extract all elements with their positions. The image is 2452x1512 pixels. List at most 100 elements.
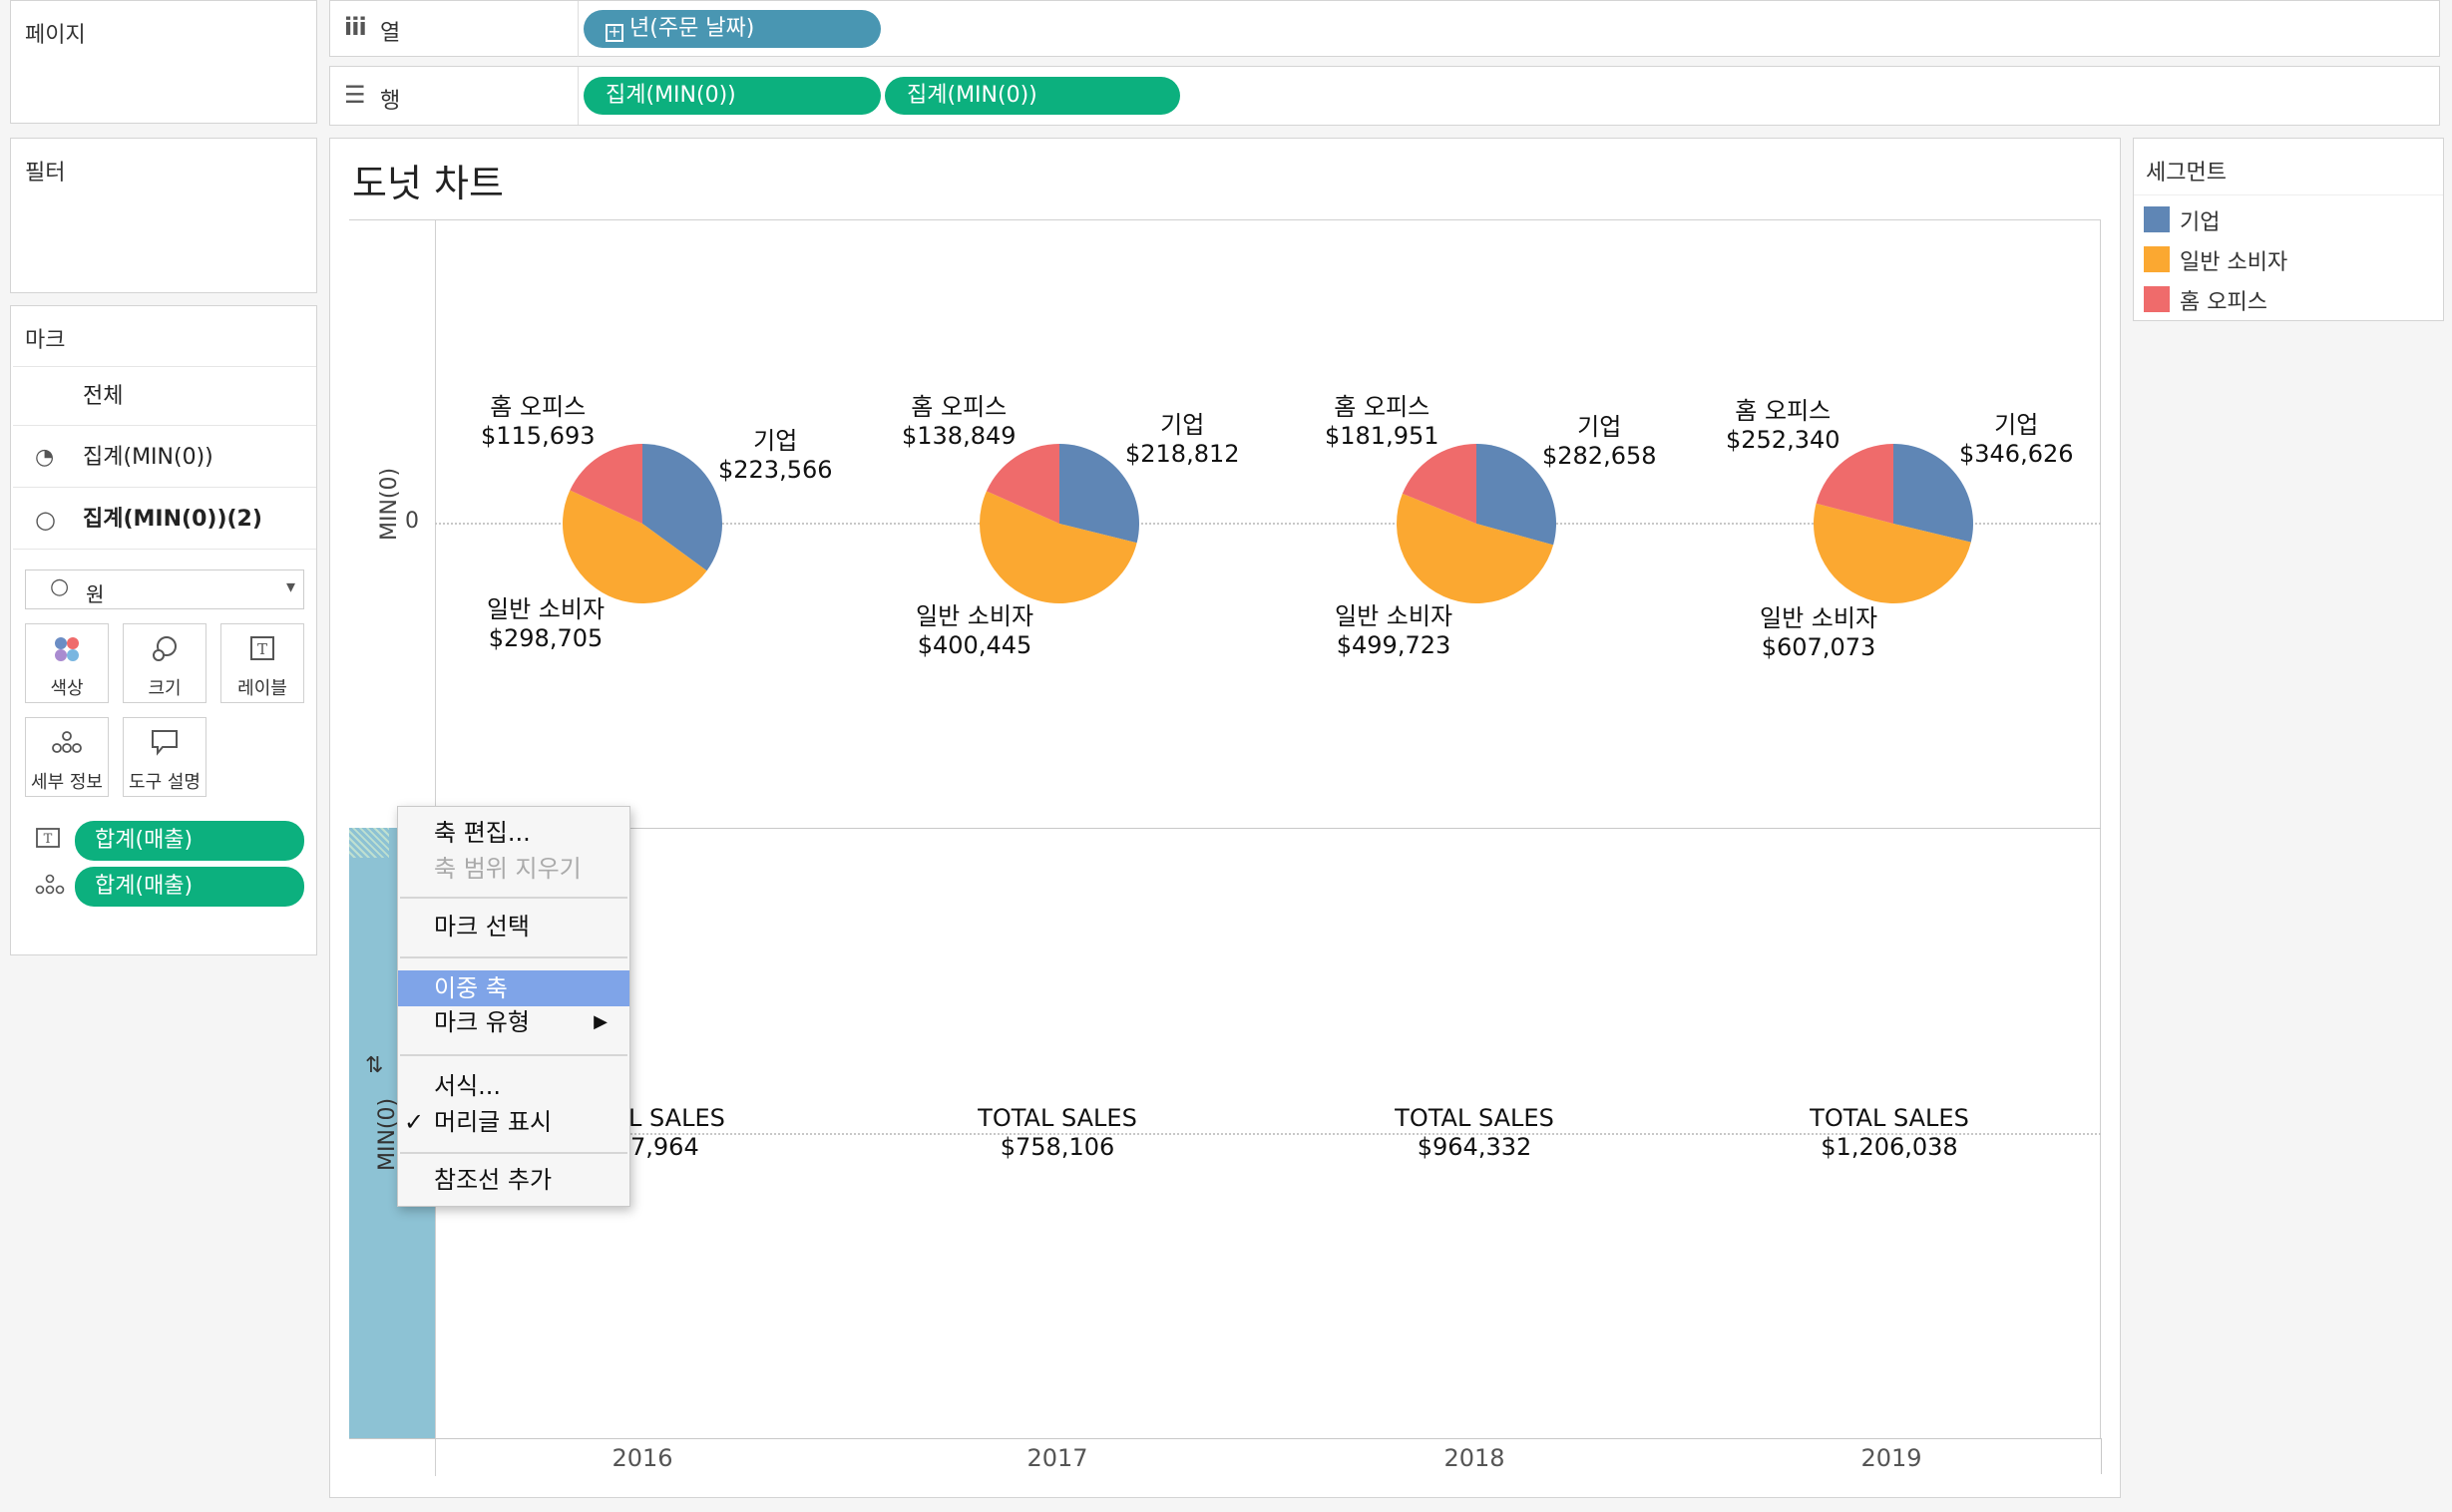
pie-slice-corporate-2016[interactable] (642, 444, 723, 571)
label-value: $115,693 (481, 422, 596, 450)
marks-all-label: 전체 (83, 384, 124, 409)
label-home-office-2018: 홈 오피스 $181,951 (1325, 393, 1439, 451)
legend-title: 세그먼트 (2146, 161, 2227, 186)
label-name: 기업 (1577, 413, 1622, 441)
label-value: $252,340 (1726, 426, 1840, 454)
label-value: $499,723 (1336, 631, 1451, 659)
checkmark-icon: ✓ (404, 1108, 425, 1136)
menu-select-marks[interactable]: 마크 선택 (434, 913, 530, 941)
pie-slice-home-office-2018[interactable] (1402, 444, 1476, 524)
rows-shelf[interactable]: ☰ 행 집계(MIN(0)) 집계(MIN(0)) (329, 66, 2440, 126)
marks-all-tab[interactable]: 전체 (13, 366, 316, 426)
menu-edit-axis[interactable]: 축 편집... (434, 819, 531, 847)
pages-shelf[interactable]: 페이지 (10, 0, 317, 124)
menu-add-reference-line[interactable]: 참조선 추가 (434, 1166, 553, 1194)
menu-separator (400, 956, 627, 958)
legend-item-corporate[interactable]: 기업 (2144, 204, 2433, 235)
pie-slice-corporate-2019[interactable] (1893, 444, 1974, 543)
rows-pill-2[interactable]: 집계(MIN(0)) (885, 77, 1180, 115)
legend-swatch (2144, 206, 2170, 232)
label-name: 홈 오피스 (911, 393, 1008, 421)
size-card-label: 크기 (148, 678, 182, 699)
tooltip-icon (124, 728, 205, 762)
label-name: 기업 (1160, 411, 1205, 439)
color-card[interactable]: 색상 (25, 623, 109, 703)
rows-label: 행 (380, 89, 401, 114)
menu-clear-axis-range: 축 범위 지우기 (434, 855, 582, 883)
detail-card-label: 세부 정보 (31, 772, 103, 793)
label-name: 일반 소비자 (487, 595, 606, 623)
pie-slice-consumer-2017[interactable] (979, 491, 1137, 603)
total-2016-partial-value: 7,964 (630, 1133, 699, 1161)
legend-segment: 세그먼트 기업 일반 소비자 홈 오피스 (2133, 138, 2444, 321)
svg-text:T: T (44, 832, 53, 847)
label-name: 기업 (753, 427, 798, 455)
menu-show-header[interactable]: ✓ 머리글 표시 (398, 1104, 629, 1140)
label-consumer-2016: 일반 소비자 $298,705 (487, 595, 605, 653)
tooltip-card-label: 도구 설명 (129, 772, 201, 793)
columns-pill-year[interactable]: + 년(주문 날짜) (584, 10, 881, 48)
menu-mark-type[interactable]: 마크 유형 ▶ (398, 1004, 629, 1040)
label-field-icon: T (35, 827, 61, 853)
shelf-divider (578, 67, 579, 125)
total-2018: TOTAL SALES $964,332 (1325, 1104, 1624, 1162)
label-corporate-2016: 기업 $223,566 (718, 427, 833, 485)
pages-title: 페이지 (25, 23, 86, 48)
tooltip-card[interactable]: 도구 설명 (123, 717, 206, 797)
label-card[interactable]: T 레이블 (220, 623, 304, 703)
pie-slice-home-office-2016[interactable] (570, 444, 642, 524)
pie-slice-corporate-2017[interactable] (1059, 444, 1139, 544)
rows-pill-1[interactable]: 집계(MIN(0)) (584, 77, 881, 115)
mark-type-dropdown[interactable]: ○ 원 ▾ (25, 569, 304, 609)
pie-slice-consumer-2019[interactable] (1813, 503, 1971, 604)
label-corporate-2017: 기업 $218,812 (1125, 411, 1240, 469)
pie-slice-home-office-2017[interactable] (986, 444, 1059, 524)
pie-slice-home-office-2019[interactable] (1816, 444, 1893, 524)
label-field-pill[interactable]: 합계(매출) (75, 821, 304, 861)
label-value: $298,705 (488, 624, 604, 652)
total-value: $1,206,038 (1821, 1133, 1958, 1161)
legend-item-consumer[interactable]: 일반 소비자 (2144, 244, 2433, 275)
color-icon (26, 634, 108, 668)
total-value: $964,332 (1417, 1133, 1532, 1161)
menu-format[interactable]: 서식... (434, 1072, 502, 1100)
size-card[interactable]: 크기 (123, 623, 206, 703)
legend-item-home-office[interactable]: 홈 오피스 (2144, 284, 2433, 315)
legend-swatch (2144, 286, 2170, 312)
pie-icon: ◔ (35, 445, 55, 470)
menu-show-header-label: 머리글 표시 (434, 1108, 553, 1136)
detail-field-pill[interactable]: 합계(매출) (75, 867, 304, 907)
menu-separator (400, 1152, 627, 1154)
menu-dual-axis[interactable]: 이중 축 (398, 970, 629, 1006)
bottom-axis-line (349, 1438, 2101, 1439)
label-corporate-2018: 기업 $282,658 (1542, 413, 1657, 471)
marks-layer1-label: 집계(MIN(0)) (83, 445, 213, 470)
mark-type-label: 원 (86, 582, 105, 606)
menu-separator (400, 897, 627, 899)
marks-layer2-tab[interactable]: ○ 집계(MIN(0))(2) (13, 490, 316, 550)
label-value: $138,849 (902, 422, 1017, 450)
zero-line-bottom (435, 1133, 2101, 1135)
legend-label: 홈 오피스 (2180, 290, 2267, 315)
swap-axis-icon[interactable]: ⇅ (365, 1053, 384, 1078)
menu-separator (400, 1054, 627, 1056)
total-2016-partial-label: L SALES (628, 1104, 725, 1132)
columns-pill-label: 년(주문 날짜) (629, 16, 755, 41)
columns-label: 열 (380, 21, 401, 46)
total-2019: TOTAL SALES $1,206,038 (1740, 1104, 2039, 1162)
size-icon (124, 634, 205, 668)
pie-slice-consumer-2018[interactable] (1397, 493, 1554, 603)
filters-shelf[interactable]: 필터 (10, 138, 317, 293)
pie-slice-consumer-2016[interactable] (562, 490, 707, 604)
legend-divider (2134, 194, 2443, 195)
marks-layer1-tab[interactable]: ◔ 집계(MIN(0)) (13, 428, 316, 488)
legend-swatch (2144, 246, 2170, 272)
detail-card[interactable]: 세부 정보 (25, 717, 109, 797)
total-label: TOTAL SALES (1395, 1104, 1554, 1132)
label-value: $223,566 (718, 456, 833, 484)
pie-slice-corporate-2018[interactable] (1476, 444, 1557, 546)
label-name: 홈 오피스 (1735, 397, 1832, 425)
columns-shelf[interactable]: iii 열 + 년(주문 날짜) (329, 0, 2440, 57)
circle-icon: ○ (50, 574, 70, 599)
